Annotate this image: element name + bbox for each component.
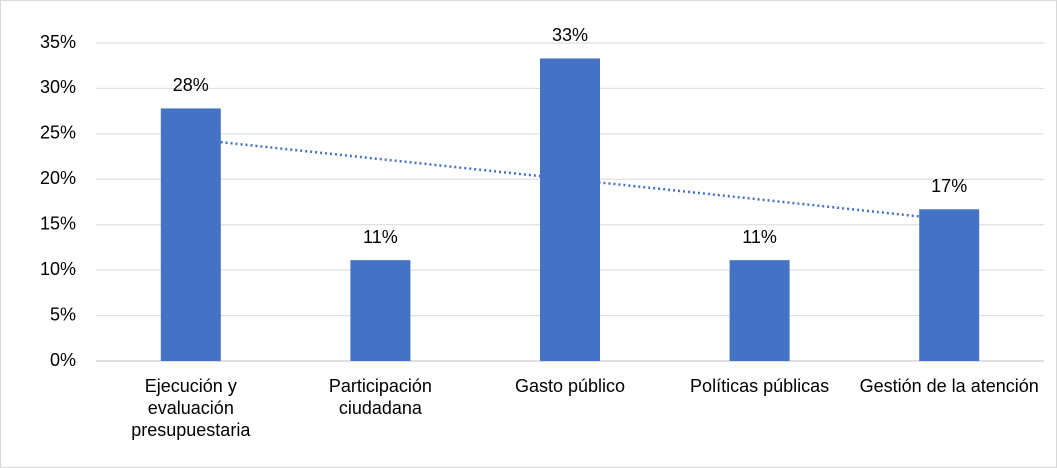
x-tick-label: Gasto público xyxy=(514,376,626,396)
x-tick-label: Ejecución y evaluación presupuestaria xyxy=(131,376,251,440)
bar xyxy=(729,260,790,361)
bar xyxy=(350,260,411,361)
bar xyxy=(160,108,221,361)
x-tick-label: Participación ciudadana xyxy=(328,376,432,418)
data-label: 28% xyxy=(173,75,209,95)
x-tick-label: Gestión de la atención xyxy=(859,376,1039,396)
data-label: 11% xyxy=(742,227,777,247)
bar xyxy=(919,209,980,361)
y-tick-label: 15% xyxy=(40,213,76,233)
y-tick-label: 10% xyxy=(40,259,76,279)
x-tick-label: Políticas públicas xyxy=(690,376,830,396)
bar xyxy=(540,58,600,362)
data-label: 17% xyxy=(931,176,967,196)
y-tick-label: 35% xyxy=(40,32,76,52)
y-tick-label: 20% xyxy=(40,168,76,188)
trendline xyxy=(190,137,950,221)
data-label: 33% xyxy=(552,25,588,45)
y-tick-label: 25% xyxy=(40,123,76,143)
y-tick-label: 30% xyxy=(40,77,76,97)
y-tick-label: 5% xyxy=(50,304,76,324)
y-tick-label: 0% xyxy=(50,350,76,370)
data-label: 11% xyxy=(363,227,398,247)
